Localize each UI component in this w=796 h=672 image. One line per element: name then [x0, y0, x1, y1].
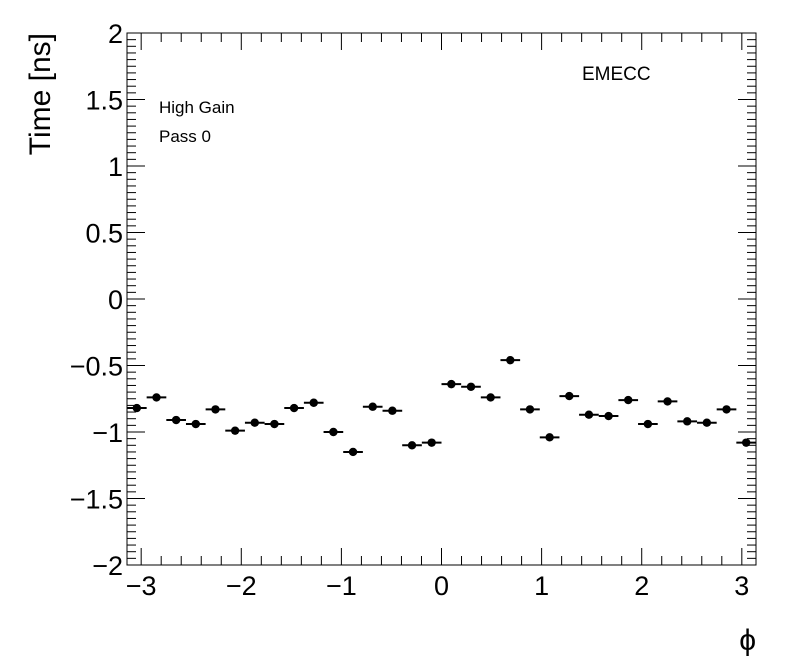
data-points [127, 355, 756, 457]
y-tick-label: 2 [108, 19, 123, 49]
data-point [486, 393, 495, 402]
y-tick-label: 0 [108, 285, 123, 315]
data-point [663, 397, 672, 406]
data-point [407, 441, 417, 450]
data-point [604, 411, 613, 421]
y-tick-label: 0.5 [85, 219, 123, 249]
y-axis-title: Time [ns] [24, 33, 57, 155]
y-tick-label: −1 [92, 418, 123, 448]
data-point [683, 417, 692, 426]
data-point [722, 405, 731, 414]
data-point [329, 427, 338, 437]
annotation-pass: Pass 0 [159, 127, 211, 146]
annotation-detector: EMECC [582, 64, 651, 85]
y-tick-label: 1.5 [85, 86, 123, 116]
data-point [211, 405, 220, 414]
x-tick-label: 2 [634, 571, 649, 601]
data-point [348, 447, 358, 457]
data-point [230, 426, 240, 435]
data-point [171, 415, 181, 425]
x-tick-label: 0 [434, 571, 449, 601]
data-point [132, 403, 142, 413]
x-tick-label: 1 [534, 571, 549, 601]
data-point [368, 402, 377, 411]
data-point [388, 406, 397, 415]
data-point [250, 418, 259, 427]
data-point [565, 391, 574, 401]
data-point [447, 379, 456, 389]
data-point [506, 355, 515, 365]
y-tick-label: −1.5 [70, 485, 123, 515]
x-tick-label: 3 [734, 571, 749, 601]
y-tick-label: 1 [108, 152, 123, 182]
data-point [191, 419, 200, 429]
x-tick-label: −1 [326, 571, 357, 601]
x-axis-title: ϕ [739, 624, 756, 657]
y-tick-label: −0.5 [70, 352, 123, 382]
axis-ticks [127, 32, 756, 566]
x-tick-label: −3 [126, 571, 157, 601]
data-point [289, 403, 299, 413]
data-point [525, 405, 535, 414]
data-point [152, 393, 161, 402]
data-point [741, 438, 751, 447]
tick-labels: −3 −2 −1 0 1 2 3−2−1.5−1−0.500.511.52 [70, 19, 750, 601]
data-point [643, 419, 653, 429]
data-point [427, 438, 436, 447]
annotation-gain: High Gain [159, 98, 235, 117]
data-point [466, 382, 476, 391]
data-point [584, 410, 594, 419]
data-point [270, 419, 279, 429]
data-point [624, 395, 633, 405]
data-point [702, 418, 712, 427]
x-tick-label: −2 [226, 571, 257, 601]
data-point [309, 398, 318, 407]
y-tick-label: −2 [92, 551, 123, 581]
data-point [545, 433, 554, 442]
